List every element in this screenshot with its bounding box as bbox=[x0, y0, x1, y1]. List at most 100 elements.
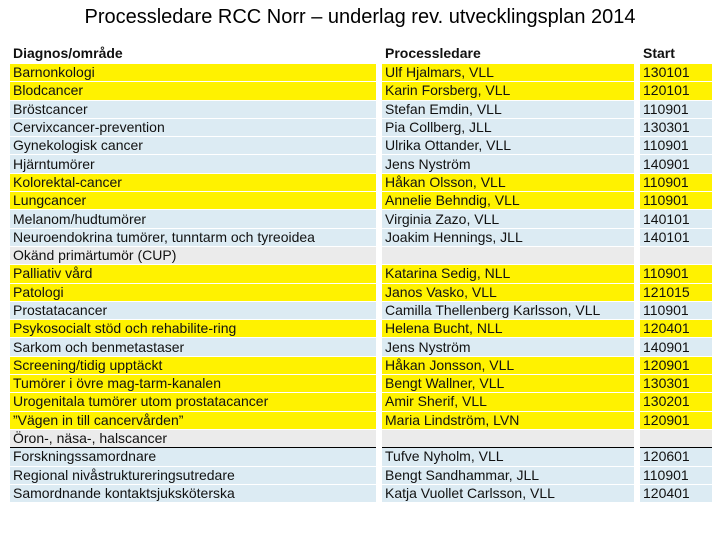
cell-start: 110901 bbox=[640, 172, 712, 192]
cell-start: 110901 bbox=[640, 136, 712, 155]
table-row: Cervixcancer-prevention Pia Collberg, JLL… bbox=[10, 117, 712, 137]
cell-area: Patologi bbox=[10, 282, 376, 302]
process-leader-table: Diagnos/område Processledare Start Barno… bbox=[10, 42, 712, 503]
cell-leader: Karin Forsberg, VLL bbox=[382, 81, 634, 101]
cell-area: Cervixcancer-prevention bbox=[10, 117, 376, 137]
header-leader: Processledare bbox=[382, 42, 634, 64]
cell-start bbox=[640, 245, 712, 265]
cell-area: Urogenitala tumörer utom prostatacancer bbox=[10, 392, 376, 412]
cell-start: 110901 bbox=[640, 465, 712, 485]
cell-leader: Jens Nyström bbox=[382, 337, 634, 357]
cell-area: Prostatacancer bbox=[10, 300, 376, 320]
cell-area: Okänd primärtumör (CUP) bbox=[10, 245, 376, 265]
cell-area: Neuroendokrina tumörer, tunntarm och tyr… bbox=[10, 227, 376, 247]
table-row: Melanom/hudtumörer Virginia Zazo, VLL 1401… bbox=[10, 209, 712, 229]
page-title: Processledare RCC Norr – underlag rev. u… bbox=[84, 6, 636, 28]
cell-area: Forskningssamordnare bbox=[10, 447, 376, 467]
table-row: Blodcancer Karin Forsberg, VLL 120101 bbox=[10, 81, 712, 101]
cell-start: 110901 bbox=[640, 99, 712, 119]
cell-leader bbox=[382, 245, 634, 265]
cell-leader: Pia Collberg, JLL bbox=[382, 117, 634, 137]
cell-start: 121015 bbox=[640, 282, 712, 302]
cell-area: Barnonkologi bbox=[10, 62, 376, 82]
cell-area: Samordnande kontaktsjuksköterska bbox=[10, 483, 376, 503]
table-row: Barnonkologi Ulf Hjalmars, VLL 130101 bbox=[10, 62, 712, 82]
header-area: Diagnos/område bbox=[10, 42, 376, 64]
cell-leader: Helena Bucht, NLL bbox=[382, 319, 634, 338]
cell-leader: Camilla Thellenberg Karlsson, VLL bbox=[382, 300, 634, 320]
cell-start: 130201 bbox=[640, 392, 712, 412]
cell-leader: Jens Nyström bbox=[382, 154, 634, 174]
cell-start: 140101 bbox=[640, 227, 712, 247]
cell-area: Gynekologisk cancer bbox=[10, 136, 376, 155]
cell-leader: Katja Vuollet Carlsson, VLL bbox=[382, 483, 634, 503]
cell-leader: Ulf Hjalmars, VLL bbox=[382, 62, 634, 82]
cell-start: 140101 bbox=[640, 209, 712, 229]
cell-leader bbox=[382, 428, 634, 449]
table-row: Hjärntumörer Jens Nyström 140901 bbox=[10, 154, 712, 174]
table-row: Samordnande kontaktsjuksköterska Katja Vu… bbox=[10, 483, 712, 503]
cell-area: Blodcancer bbox=[10, 81, 376, 101]
cell-start: 110901 bbox=[640, 191, 712, 210]
table-row: Urogenitala tumörer utom prostatacancer A… bbox=[10, 392, 712, 412]
cell-start: 130301 bbox=[640, 374, 712, 393]
table-row: Neuroendokrina tumörer, tunntarm och tyr… bbox=[10, 227, 712, 247]
table-row: Regional nivåstruktureringsutredare Bengt… bbox=[10, 465, 712, 485]
table-body: Barnonkologi Ulf Hjalmars, VLL 130101 Blodc… bbox=[10, 62, 712, 503]
cell-leader: Amir Sherif, VLL bbox=[382, 392, 634, 412]
table-row: Öron-, näsa-, halscancer bbox=[10, 428, 712, 449]
table-row: Palliativ vård Katarina Sedig, NLL 110901 bbox=[10, 264, 712, 284]
cell-area: Tumörer i övre mag-tarm-kanalen bbox=[10, 374, 376, 393]
cell-leader: Bengt Wallner, VLL bbox=[382, 374, 634, 393]
cell-start: 140901 bbox=[640, 337, 712, 357]
cell-start: 110901 bbox=[640, 264, 712, 284]
cell-area: Melanom/hudtumörer bbox=[10, 209, 376, 229]
cell-leader: Ulrika Ottander, VLL bbox=[382, 136, 634, 155]
cell-leader: Maria Lindström, LVN bbox=[382, 410, 634, 430]
cell-start: 120101 bbox=[640, 81, 712, 101]
cell-area: Kolorektal-cancer bbox=[10, 172, 376, 192]
cell-start: 120401 bbox=[640, 483, 712, 503]
cell-leader: Katarina Sedig, NLL bbox=[382, 264, 634, 284]
cell-start: 140901 bbox=[640, 154, 712, 174]
cell-start: 130301 bbox=[640, 117, 712, 137]
cell-area: Bröstcancer bbox=[10, 99, 376, 119]
cell-leader: Virginia Zazo, VLL bbox=[382, 209, 634, 229]
cell-area: ”Vägen in till cancervården” bbox=[10, 410, 376, 430]
table-row: Forskningssamordnare Tufve Nyholm, VLL 120… bbox=[10, 447, 712, 467]
cell-area: Screening/tidig upptäckt bbox=[10, 355, 376, 375]
cell-start bbox=[640, 428, 712, 449]
table-row: Gynekologisk cancer Ulrika Ottander, VLL 1… bbox=[10, 136, 712, 155]
cell-leader: Annelie Behndig, VLL bbox=[382, 191, 634, 210]
cell-area: Sarkom och benmetastaser bbox=[10, 337, 376, 357]
table-row: Tumörer i övre mag-tarm-kanalen Bengt Wal… bbox=[10, 374, 712, 393]
table-row: Bröstcancer Stefan Emdin, VLL 110901 bbox=[10, 99, 712, 119]
cell-leader: Håkan Olsson, VLL bbox=[382, 172, 634, 192]
table-row: Patologi Janos Vasko, VLL 121015 bbox=[10, 282, 712, 302]
cell-start: 120901 bbox=[640, 355, 712, 375]
cell-area: Öron-, näsa-, halscancer bbox=[10, 428, 376, 449]
table-row: Screening/tidig upptäckt Håkan Jonsson, V… bbox=[10, 355, 712, 375]
cell-area: Regional nivåstruktureringsutredare bbox=[10, 465, 376, 485]
table-header-row: Diagnos/område Processledare Start bbox=[10, 42, 712, 64]
cell-start: 120401 bbox=[640, 319, 712, 338]
cell-leader: Stefan Emdin, VLL bbox=[382, 99, 634, 119]
cell-area: Palliativ vård bbox=[10, 264, 376, 284]
table-row: Kolorektal-cancer Håkan Olsson, VLL 110901 bbox=[10, 172, 712, 192]
cell-area: Psykosocialt stöd och rehabilite-ring bbox=[10, 319, 376, 338]
cell-start: 120901 bbox=[640, 410, 712, 430]
cell-leader: Joakim Hennings, JLL bbox=[382, 227, 634, 247]
cell-leader: Tufve Nyholm, VLL bbox=[382, 447, 634, 467]
table-row: Prostatacancer Camilla Thellenberg Karlss… bbox=[10, 300, 712, 320]
header-start: Start bbox=[640, 42, 712, 64]
table-row: Lungcancer Annelie Behndig, VLL 110901 bbox=[10, 191, 712, 210]
cell-leader: Bengt Sandhammar, JLL bbox=[382, 465, 634, 485]
cell-leader: Janos Vasko, VLL bbox=[382, 282, 634, 302]
table-row: Psykosocialt stöd och rehabilite-ring Hel… bbox=[10, 319, 712, 338]
table-row: ”Vägen in till cancervården” Maria Lindst… bbox=[10, 410, 712, 430]
cell-leader: Håkan Jonsson, VLL bbox=[382, 355, 634, 375]
table-row: Okänd primärtumör (CUP) bbox=[10, 245, 712, 265]
cell-area: Hjärntumörer bbox=[10, 154, 376, 174]
cell-start: 110901 bbox=[640, 300, 712, 320]
table-row: Sarkom och benmetastaser Jens Nyström 1409… bbox=[10, 337, 712, 357]
